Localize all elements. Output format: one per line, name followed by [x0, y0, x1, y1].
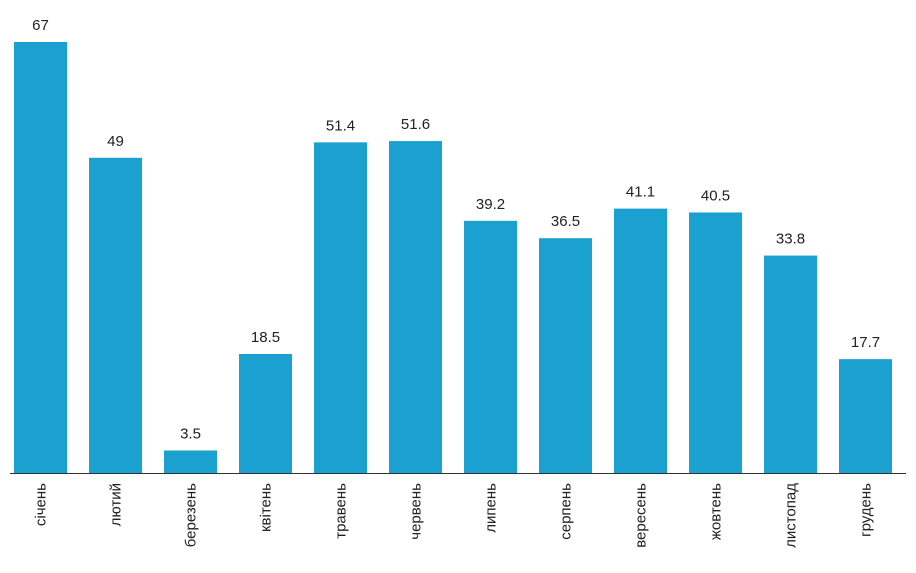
bar: [314, 142, 367, 473]
bar: [14, 42, 67, 473]
x-tick-label: грудень: [858, 483, 875, 537]
value-label: 41.1: [626, 184, 655, 201]
bar: [464, 220, 517, 473]
bar: [689, 212, 742, 473]
value-label: 67: [32, 17, 49, 34]
value-label: 33.8: [776, 231, 805, 248]
value-label: 17.7: [851, 334, 880, 351]
bar: [239, 353, 292, 473]
bar: [539, 238, 592, 473]
x-tick-label: лютий: [108, 483, 125, 526]
value-label: 36.5: [551, 213, 580, 230]
x-tick-label: травень: [333, 483, 350, 539]
x-tick-label: червень: [408, 483, 425, 540]
bar: [839, 359, 892, 473]
value-label: 40.5: [701, 187, 730, 204]
value-label: 51.4: [326, 117, 355, 134]
x-tick-label: липень: [483, 483, 500, 533]
value-label: 39.2: [476, 196, 505, 213]
bar: [389, 141, 442, 473]
value-label: 51.6: [401, 116, 430, 133]
value-label: 49: [107, 133, 124, 150]
x-tick-label: жовтень: [708, 483, 725, 540]
value-label: 18.5: [251, 329, 280, 346]
bar: [164, 450, 217, 473]
x-tick-label: вересень: [633, 483, 650, 548]
bar: [614, 208, 667, 473]
x-tick-label: січень: [33, 483, 50, 526]
value-label: 3.5: [180, 425, 201, 442]
bar: [89, 157, 142, 473]
x-tick-label: квітень: [258, 483, 275, 532]
bar: [764, 255, 817, 473]
x-tick-label: серпень: [558, 483, 575, 540]
x-tick-label: березень: [183, 483, 200, 547]
x-tick-label: листопад: [783, 483, 800, 548]
